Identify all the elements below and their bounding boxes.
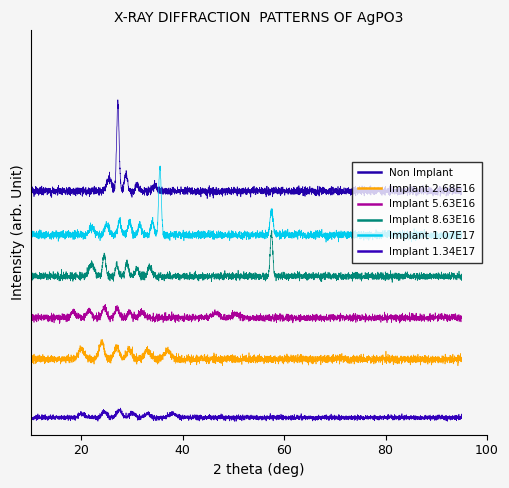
X-axis label: 2 theta (deg): 2 theta (deg) xyxy=(213,463,304,477)
Legend: Non Implant, Implant 2.68E16, Implant 5.63E16, Implant 8.63E16, Implant 1.07E17,: Non Implant, Implant 2.68E16, Implant 5.… xyxy=(351,162,481,263)
Y-axis label: Intensity (arb. Unit): Intensity (arb. Unit) xyxy=(11,164,25,301)
Title: X-RAY DIFFRACTION  PATTERNS OF AgPO3: X-RAY DIFFRACTION PATTERNS OF AgPO3 xyxy=(114,11,403,25)
